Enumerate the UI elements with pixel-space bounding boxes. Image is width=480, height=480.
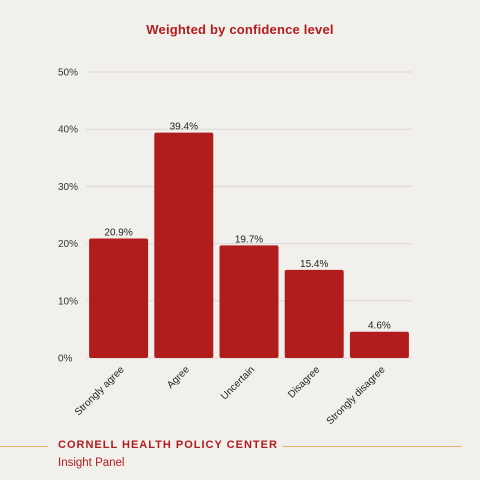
data-label: 19.7% (235, 234, 263, 245)
bar (89, 238, 149, 358)
bar (154, 132, 214, 358)
y-tick-label: 50% (58, 68, 78, 79)
bar (219, 245, 279, 358)
data-label: 15.4% (300, 259, 328, 270)
y-tick-label: 30% (58, 182, 78, 193)
data-labels: 20.9% 39.4% 19.7% 15.4% 4.6% (104, 122, 390, 332)
data-label: 20.9% (104, 227, 132, 238)
chart-title: Weighted by confidence level (146, 22, 334, 37)
footer-org-name: CORNELL HEALTH POLICY CENTER (58, 439, 278, 451)
data-label: 39.4% (170, 122, 198, 133)
bars (89, 132, 409, 358)
x-axis-labels: Strongly agree Agree Uncertain Disagree Stro… (73, 364, 388, 427)
x-category-label: Uncertain (219, 364, 257, 402)
y-tick-label: 10% (58, 296, 78, 307)
x-category-label: Strongly disagree (325, 364, 388, 427)
footer-subtitle: Insight Panel (58, 457, 125, 469)
bar (284, 269, 344, 358)
y-tick-label: 40% (58, 125, 78, 136)
footer-rule-left (0, 446, 48, 447)
x-category-label: Strongly agree (73, 364, 127, 418)
y-tick-label: 0% (58, 354, 73, 365)
y-axis-ticks: 0% 10% 20% 30% 40% 50% (58, 68, 78, 365)
x-category-label: Agree (165, 364, 192, 391)
y-tick-label: 20% (58, 239, 78, 250)
x-category-label: Disagree (286, 364, 322, 400)
data-label: 4.6% (368, 321, 391, 332)
bar (349, 331, 409, 358)
footer-rule-right (282, 446, 462, 447)
